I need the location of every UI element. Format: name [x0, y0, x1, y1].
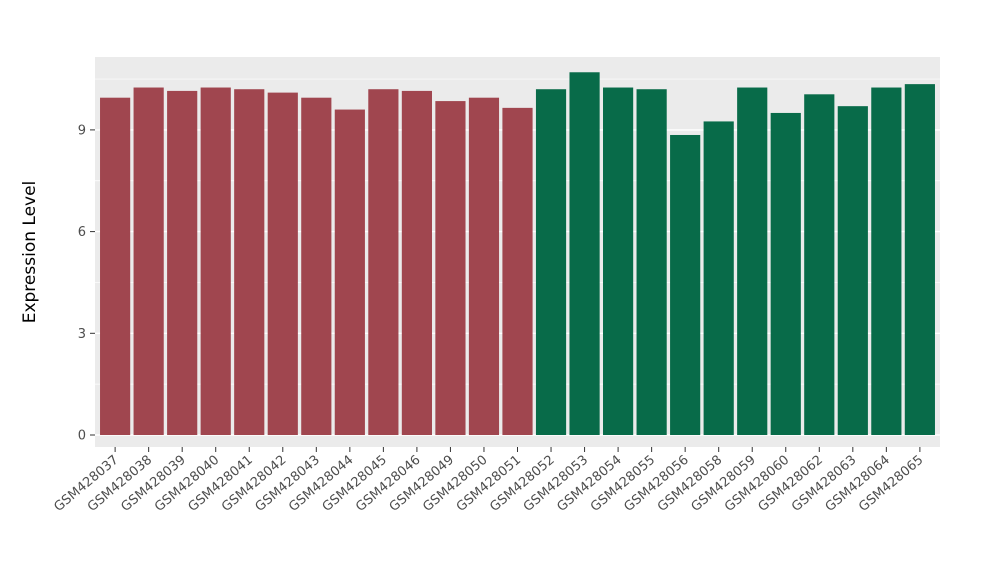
- y-tick-label: 6: [78, 225, 86, 240]
- bar-GSM428058: [703, 121, 734, 436]
- bar-GSM428043: [301, 97, 332, 435]
- bar-GSM428051: [502, 107, 533, 436]
- y-tick-label: 0: [78, 429, 86, 444]
- bar-GSM428055: [636, 89, 667, 435]
- bar-GSM428059: [737, 87, 768, 436]
- bar-GSM428064: [871, 87, 902, 436]
- y-tick-label: 3: [78, 327, 86, 342]
- bar-GSM428063: [837, 106, 868, 436]
- bar-GSM428045: [368, 89, 399, 435]
- bar-GSM428065: [904, 84, 935, 435]
- bar-GSM428054: [603, 87, 634, 436]
- bar-GSM428037: [100, 97, 131, 435]
- bar-GSM428038: [133, 87, 164, 436]
- y-axis-title: Expression Level: [20, 181, 40, 324]
- bar-GSM428053: [569, 72, 600, 436]
- bar-GSM428050: [468, 97, 500, 435]
- y-tick-label: 9: [78, 123, 86, 138]
- bar-GSM428040: [200, 87, 231, 436]
- bar-GSM428056: [670, 134, 701, 436]
- bar-GSM428041: [234, 89, 265, 435]
- bar-GSM428062: [804, 94, 835, 436]
- bar-GSM428049: [435, 101, 466, 436]
- bar-GSM428060: [770, 112, 801, 435]
- bar-GSM428044: [334, 109, 365, 435]
- bar-GSM428046: [401, 90, 432, 435]
- bar-GSM428052: [535, 89, 567, 435]
- bar-GSM428039: [167, 90, 198, 435]
- bar-GSM428042: [267, 92, 298, 436]
